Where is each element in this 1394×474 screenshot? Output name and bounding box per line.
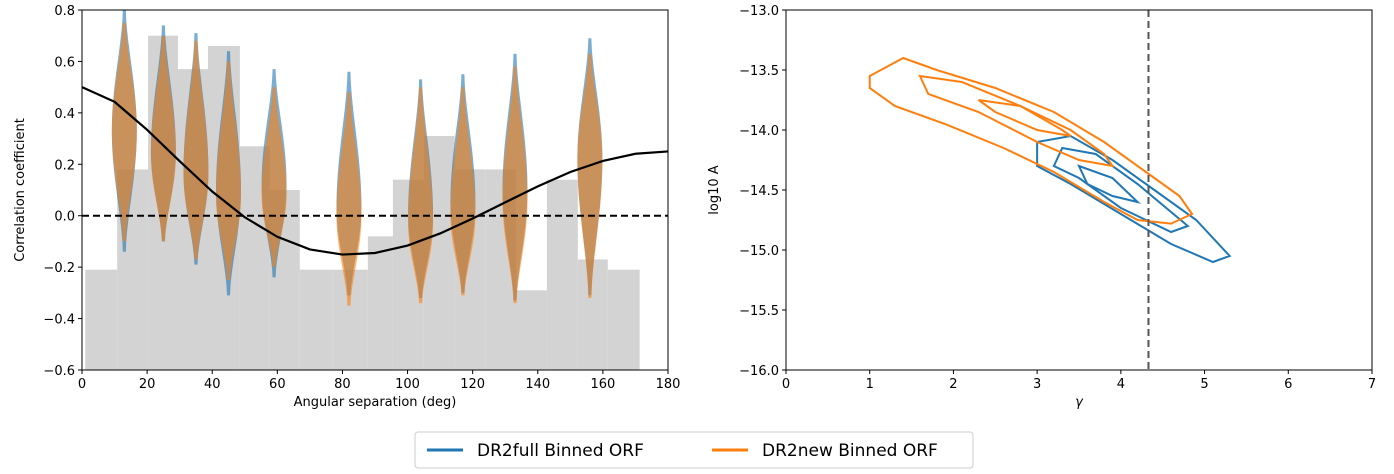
contour: [977, 99, 1072, 137]
contour: [868, 56, 1194, 225]
histogram-bar: [515, 290, 547, 370]
x-tick-label: 0: [782, 377, 790, 392]
histogram-bar: [607, 269, 640, 370]
y-tick-label: −14.0: [739, 124, 779, 139]
contour: [918, 74, 1115, 168]
y-tick-label: −13.5: [739, 64, 779, 79]
hd-curve: [81, 86, 669, 256]
y-tick-label: 0.8: [54, 4, 75, 19]
x-axis-label: γ: [1075, 395, 1084, 410]
x-tick-label: 3: [1033, 377, 1041, 392]
x-tick-label: 5: [1200, 377, 1208, 392]
histogram-bar: [577, 259, 608, 370]
x-tick-label: 120: [460, 377, 485, 392]
x-tick-label: 40: [204, 377, 221, 392]
axes-frame: [785, 9, 1373, 371]
x-tick-label: 1: [866, 377, 874, 392]
violin: [183, 40, 209, 260]
x-tick-label: 20: [139, 377, 156, 392]
legend: DR2full Binned ORF DR2new Binned ORF: [414, 431, 974, 469]
y-tick-label: −16.0: [739, 364, 779, 379]
x-tick-label: 80: [334, 377, 351, 392]
legend-label: DR2new Binned ORF: [762, 441, 938, 461]
violin: [450, 87, 476, 296]
violin: [111, 22, 137, 242]
histogram-bar: [299, 269, 333, 370]
x-tick-label: 0: [78, 377, 86, 392]
y-tick-label: 0.0: [54, 210, 75, 225]
y-axis-label: Correlation coefficient: [13, 118, 28, 262]
x-tick-label: 4: [1117, 377, 1125, 392]
legend-box: [414, 431, 974, 469]
violin: [150, 35, 176, 242]
y-tick-label: −15.5: [739, 304, 779, 319]
y-tick-label: 0.4: [54, 107, 75, 122]
violin: [502, 66, 528, 304]
y-axis-label: log10 A: [707, 165, 722, 214]
x-tick-label: 2: [949, 377, 957, 392]
violin: [408, 87, 434, 304]
histogram-bar: [367, 236, 393, 370]
x-tick-label: 140: [525, 377, 550, 392]
y-tick-label: −0.4: [43, 313, 75, 328]
y-tick-label: −13.0: [739, 4, 779, 19]
x-axis-label: Angular separation (deg): [294, 395, 457, 410]
legend-label: DR2full Binned ORF: [477, 441, 644, 461]
y-tick-label: 0.2: [54, 158, 75, 173]
y-tick-label: −15.0: [739, 244, 779, 259]
x-tick-label: 160: [590, 377, 615, 392]
y-tick-label: −0.2: [43, 261, 75, 276]
histogram-bar: [546, 179, 578, 370]
y-tick-label: −14.5: [739, 184, 779, 199]
violin: [261, 87, 287, 268]
contour: [1077, 164, 1141, 204]
violin: [577, 53, 603, 298]
histogram-bar: [85, 269, 118, 370]
x-tick-label: 100: [395, 377, 420, 392]
violin: [216, 61, 241, 280]
contour: [1052, 146, 1190, 234]
y-tick-label: −0.6: [43, 364, 75, 379]
violin: [336, 92, 362, 306]
x-tick-label: 7: [1368, 377, 1376, 392]
x-tick-label: 6: [1284, 377, 1292, 392]
x-tick-label: 60: [269, 377, 286, 392]
y-tick-label: 0.6: [54, 55, 75, 70]
axes-frame: [81, 9, 669, 371]
x-tick-label: 180: [656, 377, 681, 392]
